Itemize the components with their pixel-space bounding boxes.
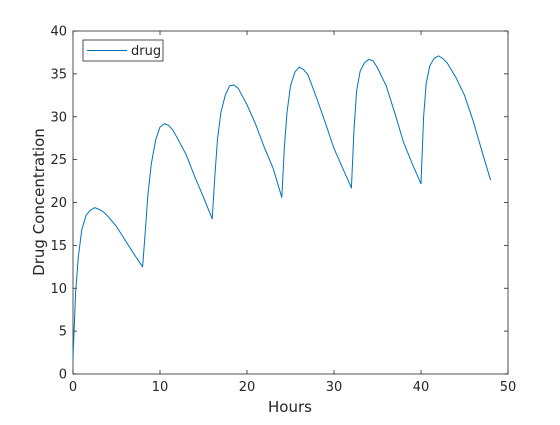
x-axis-ticks: 0 10 20 30 40 50 — [69, 31, 516, 395]
x-tick-label: 10 — [152, 380, 169, 395]
y-axis-label: Drug Concentration — [30, 128, 48, 276]
series-line-drug — [72, 55, 492, 358]
y-tick-label: 40 — [50, 25, 67, 40]
series-layer — [72, 55, 492, 358]
y-tick-label: 0 — [59, 368, 67, 383]
x-axis-label: Hours — [268, 398, 312, 416]
x-tick-label: 40 — [413, 380, 430, 395]
x-tick-label: 20 — [239, 380, 256, 395]
y-tick-label: 30 — [50, 110, 67, 125]
y-tick-label: 5 — [59, 325, 67, 340]
y-tick-label: 20 — [50, 196, 67, 211]
y-tick-label: 35 — [50, 67, 67, 82]
y-tick-label: 15 — [50, 239, 67, 254]
plot-area-frame — [72, 30, 509, 375]
x-tick-label: 0 — [69, 380, 77, 395]
y-axis-ticks: 0 5 10 15 20 25 30 35 40 — [50, 25, 508, 383]
x-tick-label: 50 — [500, 380, 517, 395]
legend-label-drug: drug — [131, 44, 161, 59]
legend: drug — [82, 39, 164, 62]
x-tick-label: 30 — [326, 380, 343, 395]
y-tick-label: 25 — [50, 153, 67, 168]
y-tick-label: 10 — [50, 282, 67, 297]
